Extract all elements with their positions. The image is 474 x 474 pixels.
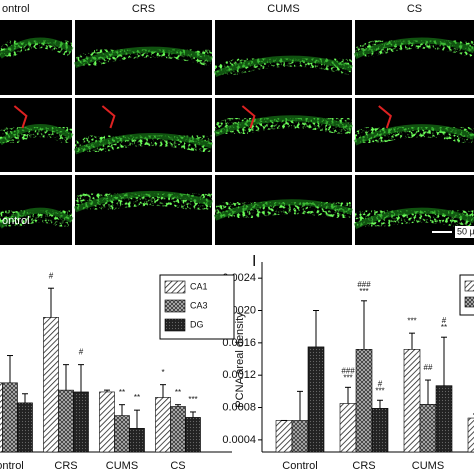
annotation: *** [407, 316, 416, 325]
cell-band [73, 46, 213, 69]
annotation: # *** [375, 379, 384, 395]
annotation: ## [424, 363, 433, 372]
legend-swatch [464, 280, 474, 292]
bar [339, 403, 357, 453]
annotation: *** [188, 395, 197, 404]
bar [275, 420, 293, 453]
vessel [13, 105, 28, 129]
cell-band [0, 37, 74, 59]
x-tick-label: ontrol [0, 460, 24, 472]
x-tick-label: CUMS [106, 460, 138, 472]
bar [291, 420, 309, 453]
bar [17, 402, 33, 453]
micrograph [355, 20, 474, 95]
y-tick-label: 0.0004 [222, 434, 256, 446]
cell-band [353, 37, 474, 59]
bar [73, 391, 89, 453]
x-tick-label: CS [170, 460, 185, 472]
bar [185, 417, 201, 453]
bar [0, 382, 3, 453]
legend-label: DG [190, 319, 204, 329]
bar [403, 349, 421, 453]
cell-band [213, 199, 353, 221]
vessel [378, 105, 392, 129]
cell-band [353, 207, 474, 230]
annotation: # [79, 348, 84, 357]
bar [371, 408, 389, 453]
cell-band [0, 124, 74, 146]
annotation: # [49, 271, 54, 280]
cell-band [213, 115, 353, 137]
cell-band [73, 190, 213, 213]
legend-label: CA1 [190, 281, 208, 291]
cell-band [213, 55, 353, 78]
panel-label: I [252, 253, 256, 270]
annotation: * [161, 368, 164, 377]
bar [43, 317, 59, 453]
x-tick-label: CUMS [412, 460, 444, 472]
bar [355, 349, 373, 453]
x-tick-label: CRS [54, 460, 77, 472]
annotation: ** [175, 388, 181, 397]
bar [2, 382, 18, 453]
scale-label: 50 µ [457, 226, 474, 236]
bar [99, 391, 115, 453]
cell-band [0, 207, 74, 229]
column-label: ontrol [2, 3, 30, 15]
bar [435, 385, 453, 453]
vessel [101, 105, 116, 129]
cell-band [73, 133, 213, 155]
y-tick-label: 0.0012 [222, 369, 256, 381]
bar [307, 346, 325, 453]
legend-swatch [164, 280, 186, 294]
annotation: ** [119, 388, 125, 397]
vessel [241, 105, 256, 129]
legend-label: CA3 [190, 300, 208, 310]
bar [114, 415, 130, 453]
legend-swatch [464, 296, 474, 308]
inner-label: ontrol [2, 215, 30, 227]
column-label: CS [407, 3, 422, 15]
bar [58, 389, 74, 453]
column-label: CUMS [267, 3, 299, 15]
x-tick-label: CRS [352, 460, 375, 472]
y-tick-label: 0.0008 [222, 401, 256, 413]
micrographs: ontrol CRS CUMS CS ontrol 50 µ [0, 3, 474, 245]
annotation: ** [134, 393, 140, 402]
legend-swatch [164, 299, 186, 313]
bar [129, 428, 145, 453]
bar [170, 406, 186, 453]
annotation: ### *** [341, 366, 355, 382]
bar [155, 397, 171, 453]
annotation: ### *** [357, 280, 371, 296]
bar [467, 417, 474, 453]
y-tick-label: 0.0016 [222, 337, 256, 349]
annotation: # ** [441, 316, 447, 332]
bar [419, 403, 437, 453]
column-label: CRS [132, 3, 155, 15]
legend-swatch [164, 318, 186, 332]
cell-band [353, 124, 474, 146]
y-axis-label: PCNA areal density [234, 312, 246, 408]
scale-box [455, 226, 474, 238]
x-tick-label: Control [282, 460, 317, 472]
